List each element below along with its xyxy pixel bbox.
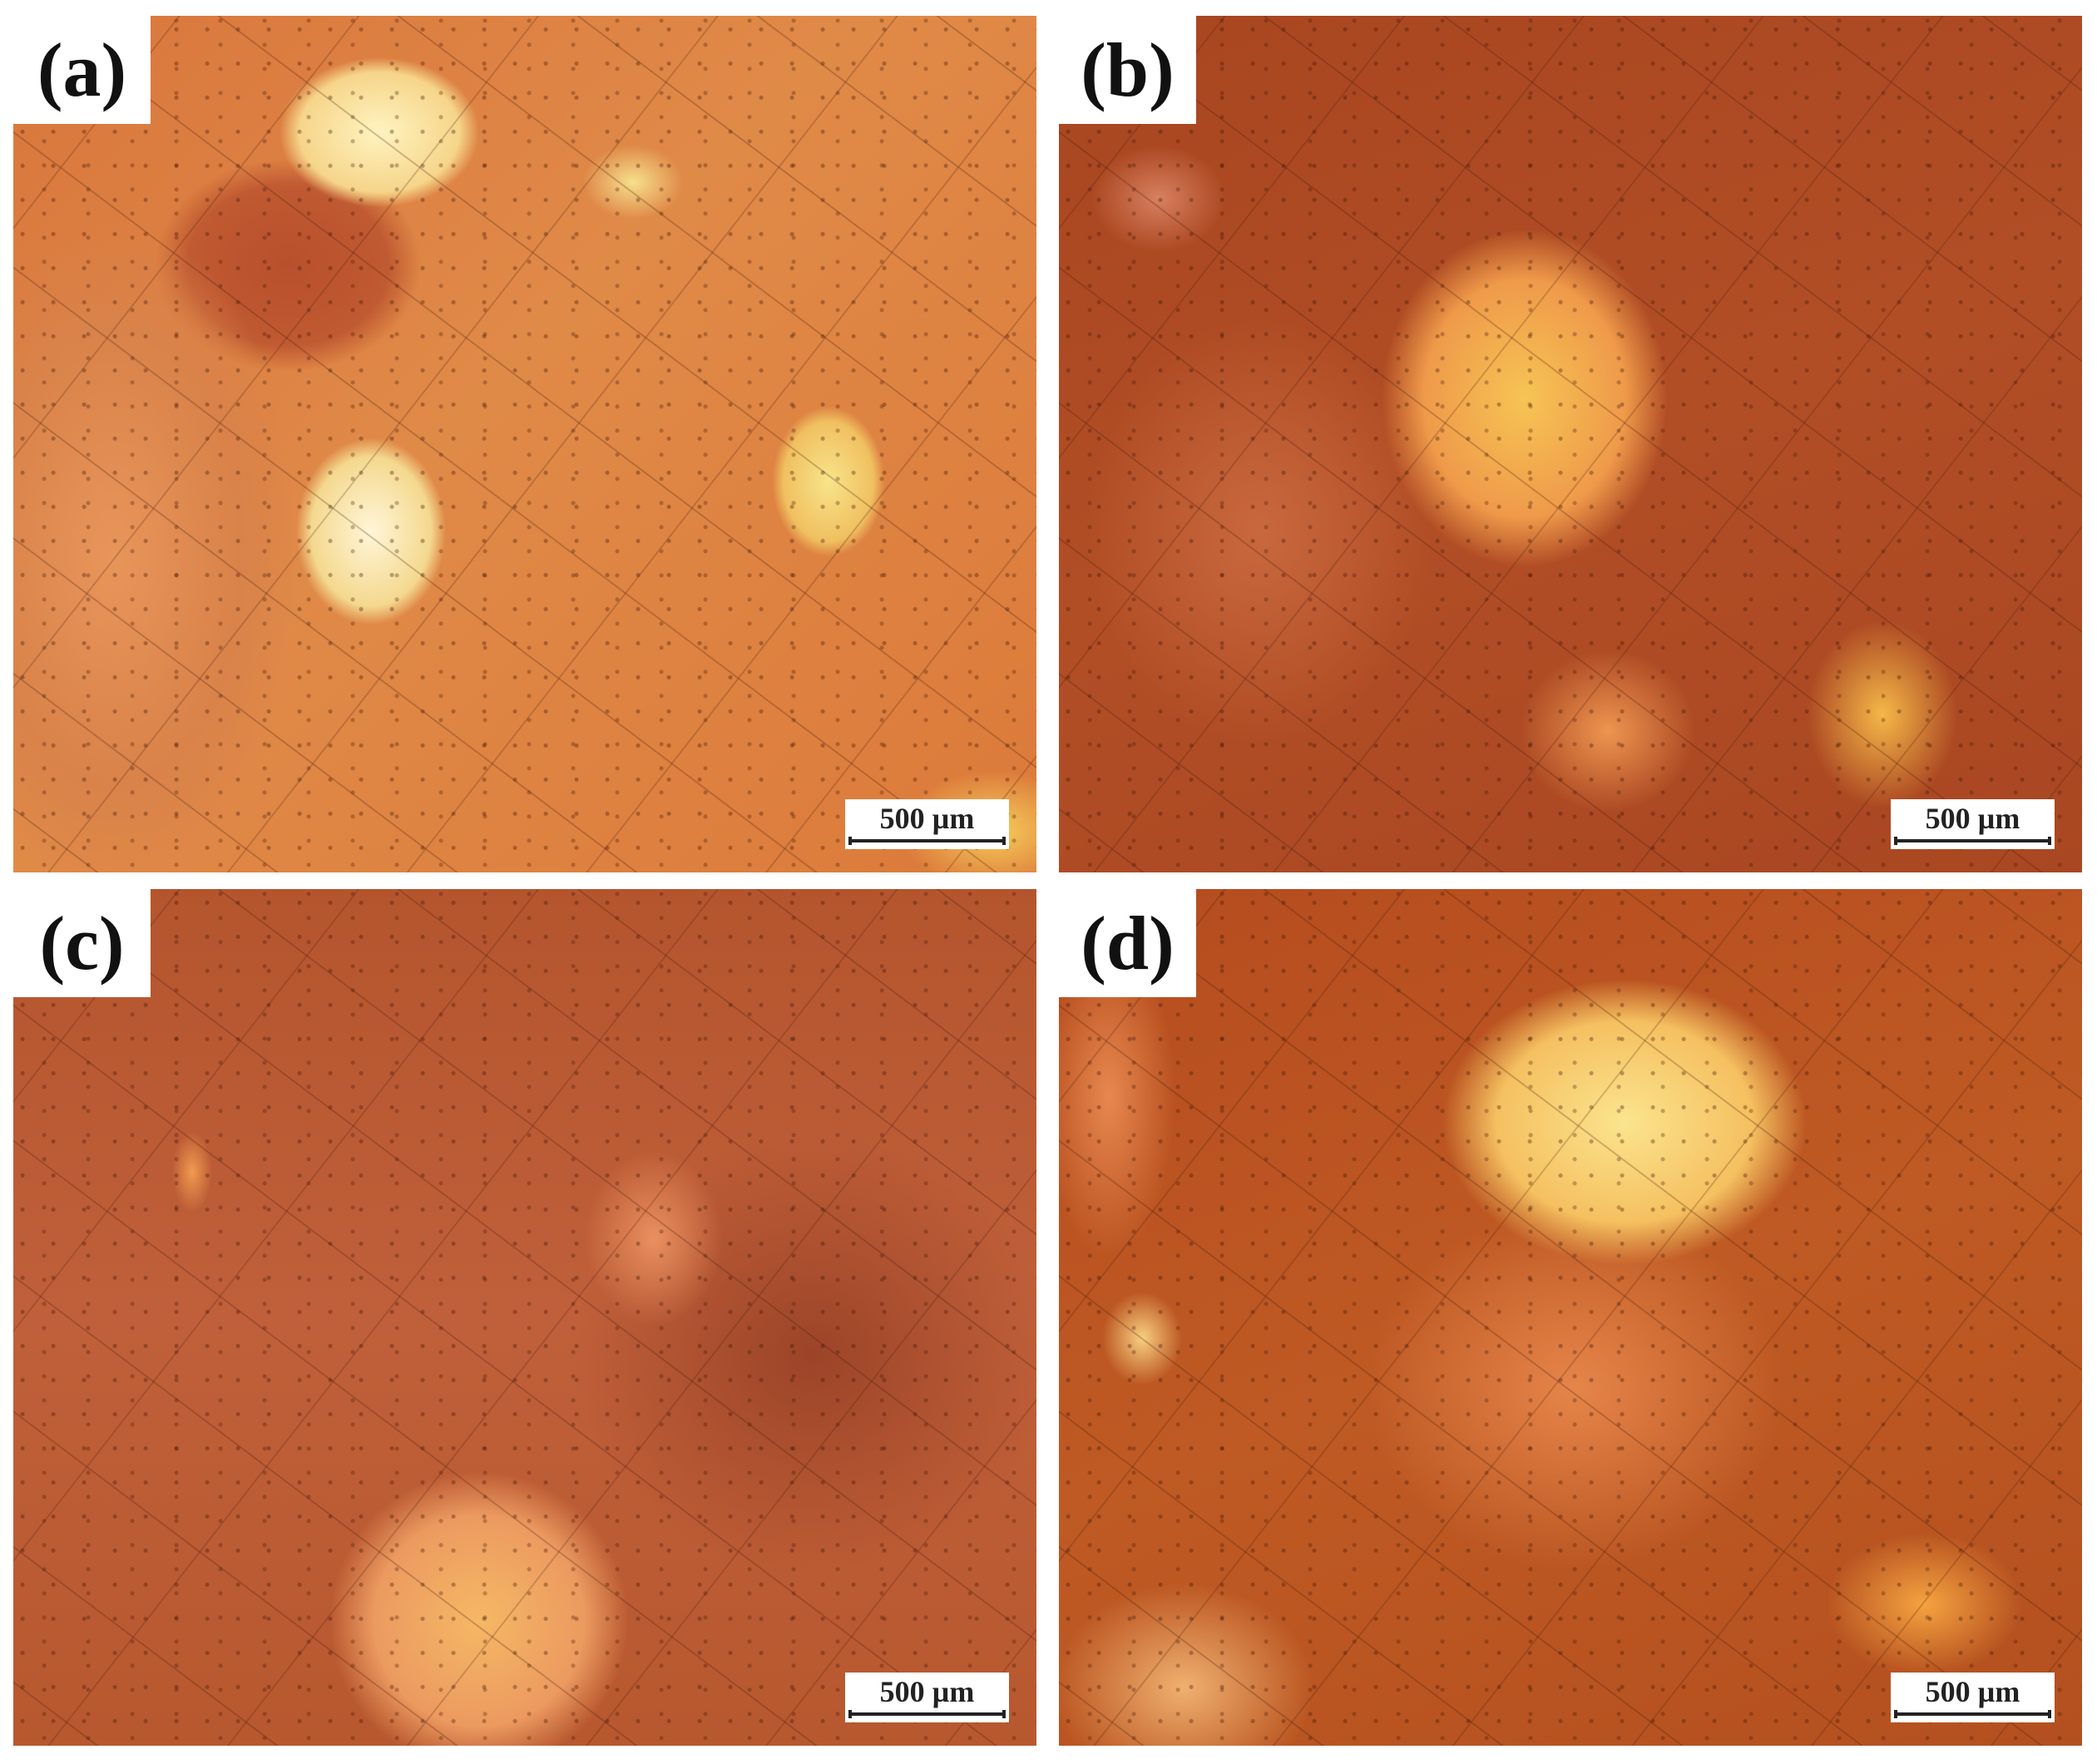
scale-bar-box: 500 µm xyxy=(845,1673,1009,1722)
scale-bar-line xyxy=(1894,1710,2051,1718)
micrograph-panel-d: (d) 500 µm xyxy=(1059,889,2082,1746)
scale-bar-box: 500 µm xyxy=(845,799,1009,849)
scale-bar-box: 500 µm xyxy=(1891,1673,2055,1722)
scale-bar-label: 500 µm xyxy=(1925,1675,2020,1708)
micrograph-texture xyxy=(13,16,1036,872)
micrograph-texture xyxy=(1059,16,2082,872)
scale-bar-box: 500 µm xyxy=(1891,799,2055,849)
micrograph-texture xyxy=(1059,889,2082,1746)
micrograph-panel-a: (a) 500 µm xyxy=(13,16,1036,872)
micrograph-panel-b: (b) 500 µm xyxy=(1059,16,2082,872)
scale-bar-label: 500 µm xyxy=(879,802,975,835)
scale-bar-line xyxy=(848,1710,1006,1718)
scale-bar-label: 500 µm xyxy=(1925,802,2020,835)
scale-bar-line xyxy=(1894,837,2051,845)
panel-label: (b) xyxy=(1059,16,1196,124)
scale-bar-label: 500 µm xyxy=(879,1675,975,1708)
micrograph-texture xyxy=(13,889,1036,1746)
scale-bar-line xyxy=(848,837,1006,845)
panel-label: (a) xyxy=(13,16,151,124)
panel-label: (c) xyxy=(13,889,151,997)
panel-label: (d) xyxy=(1059,889,1196,997)
micrograph-panel-c: (c) 500 µm xyxy=(13,889,1036,1746)
